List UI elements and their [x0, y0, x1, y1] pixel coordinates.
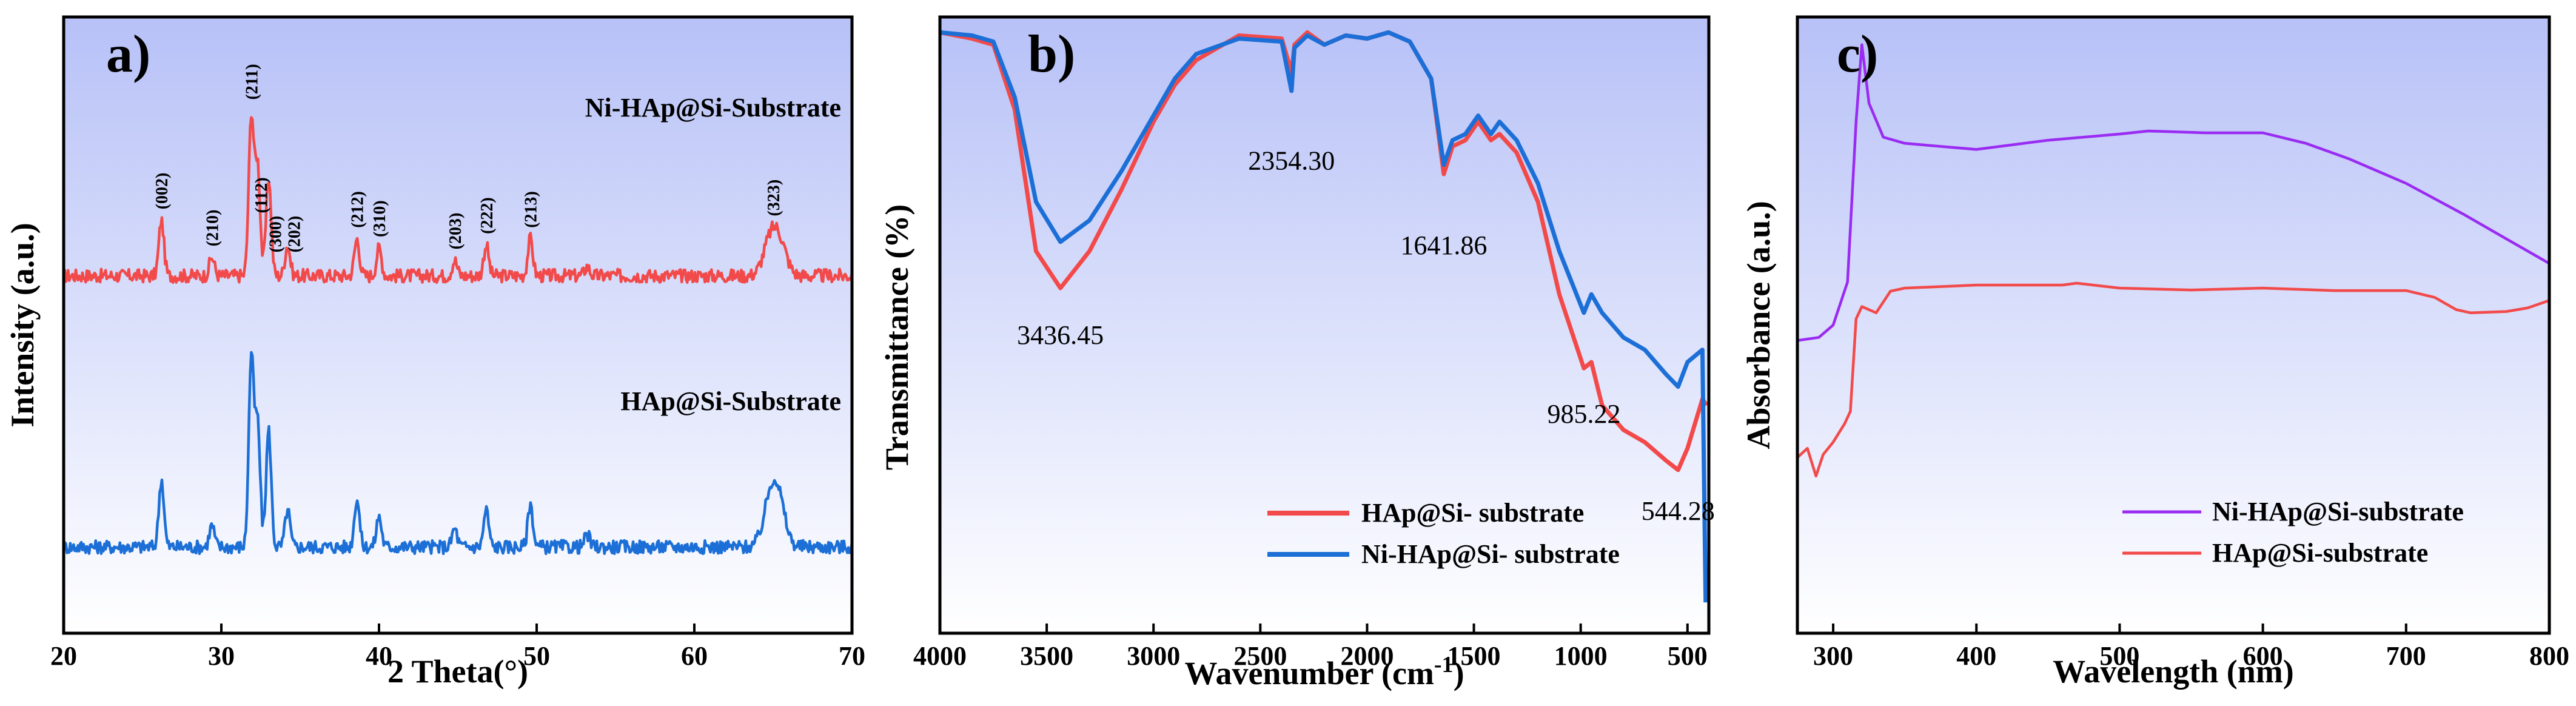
ftir-peak-label: 1641.86 [1400, 230, 1487, 260]
ftir-x-tick-label: 500 [1668, 641, 1708, 671]
xrd-y-axis-title: Intensity (a.u.) [4, 223, 41, 428]
xrd-x-tick-label: 20 [50, 641, 77, 671]
uvvis-panel-letter: c) [1837, 25, 1878, 84]
xrd-hkl-label: (310) [371, 200, 389, 237]
xrd-x-tick-label: 60 [681, 641, 708, 671]
xrd-hkl-label: (202) [286, 216, 304, 253]
xrd-x-tick-label: 30 [208, 641, 235, 671]
ftir-x-axis-title-end: ) [1454, 655, 1464, 691]
xrd-series-label-ni-hap: Ni-HAp@Si-Substrate [585, 93, 841, 123]
ftir-x-tick-label: 3000 [1127, 641, 1180, 671]
ftir-x-tick-label: 4000 [913, 641, 967, 671]
uvvis-x-tick-label: 500 [2099, 641, 2139, 671]
ftir-curve-ni-hap [939, 30, 1708, 603]
uvvis-legend: Ni-HAp@Si-substrate HAp@Si-substrate [2122, 497, 2464, 568]
uvvis-x-tick-label: 300 [1813, 641, 1853, 671]
uvvis-curve-ni-hap [1797, 43, 2551, 342]
xrd-hkl-label: (211) [243, 64, 261, 99]
uvvis-panel: 300 400 500 600 700 800 Ni-HAp@Si-substrate H… [1740, 15, 2569, 690]
xrd-hkl-label: (002) [153, 173, 172, 210]
xrd-hkl-label: (323) [765, 180, 783, 217]
xrd-curve-hap [62, 351, 853, 556]
uvvis-plot-background [1797, 17, 2549, 633]
uvvis-legend-label-hap: HAp@Si-substrate [2212, 538, 2428, 568]
uvvis-x-tick-label: 600 [2243, 641, 2283, 671]
xrd-x-axis-title: 2 Theta(°) [387, 653, 528, 690]
xrd-x-tick-label: 50 [523, 641, 550, 671]
ftir-peak-label: 3436.45 [1017, 320, 1104, 350]
ftir-y-axis-title: Transmittance (%) [879, 204, 915, 470]
ftir-plot-frame [938, 15, 1711, 635]
ftir-x-tick-label: 2000 [1340, 641, 1394, 671]
uvvis-curve-hap [1796, 281, 2550, 478]
ftir-x-tick-label: 1500 [1447, 641, 1501, 671]
xrd-panel-letter: a) [106, 25, 150, 84]
ftir-x-axis-title-superscript: -1 [1434, 652, 1454, 677]
ftir-x-tick-label: 2500 [1233, 641, 1287, 671]
xrd-x-tick-label: 40 [366, 641, 392, 671]
xrd-hkl-label: (300) [266, 216, 285, 253]
xrd-x-tick-label: 70 [839, 641, 865, 671]
ftir-peak-label: 985.22 [1547, 399, 1620, 429]
ftir-legend-label-hap: HAp@Si- substrate [1361, 498, 1584, 528]
ftir-legend: HAp@Si- substrate Ni-HAp@Si- substrate [1267, 498, 1620, 569]
ftir-panel: 3436.45 2354.30 1641.86 985.22 544.28 4000 35… [879, 15, 1715, 691]
xrd-hkl-label: (222) [478, 197, 497, 234]
xrd-curve-ni-hap [63, 116, 853, 284]
xrd-panel: (002) (210) (211) (112) (300) (202) (212) (310)… [4, 15, 865, 690]
uvvis-x-axis-title: Wavelength (nm) [2053, 653, 2294, 690]
xrd-plot-frame [62, 15, 854, 635]
uvvis-y-axis-title: Absorbance (a.u.) [1740, 201, 1777, 449]
xrd-hkl-label: (112) [252, 177, 271, 213]
ftir-peak-label: 2354.30 [1248, 146, 1335, 175]
uvvis-plot-frame [1796, 15, 2551, 635]
ftir-plot-background [940, 17, 1709, 633]
uvvis-x-tick-label: 700 [2386, 641, 2426, 671]
xrd-hkl-label: (213) [522, 191, 541, 228]
ftir-legend-label-ni-hap: Ni-HAp@Si- substrate [1361, 539, 1620, 569]
xrd-hkl-label: (203) [446, 213, 465, 250]
uvvis-x-tick-label: 400 [1956, 641, 1996, 671]
ftir-panel-letter: b) [1028, 25, 1075, 84]
ftir-x-axis-title: Wavenumber (cm-1) [1184, 652, 1464, 691]
xrd-hkl-label: (210) [203, 210, 222, 247]
ftir-peak-label: 544.28 [1642, 496, 1715, 526]
ftir-x-axis-title-main: Wavenumber (cm [1184, 655, 1434, 691]
ftir-x-tick-label: 3500 [1020, 641, 1073, 671]
uvvis-x-tick-label: 800 [2529, 641, 2569, 671]
xrd-series-label-hap: HAp@Si-Substrate [620, 386, 841, 416]
ftir-x-tick-label: 1000 [1554, 641, 1608, 671]
uvvis-legend-label-ni-hap: Ni-HAp@Si-substrate [2212, 497, 2464, 526]
xrd-hkl-label: (212) [349, 191, 367, 228]
